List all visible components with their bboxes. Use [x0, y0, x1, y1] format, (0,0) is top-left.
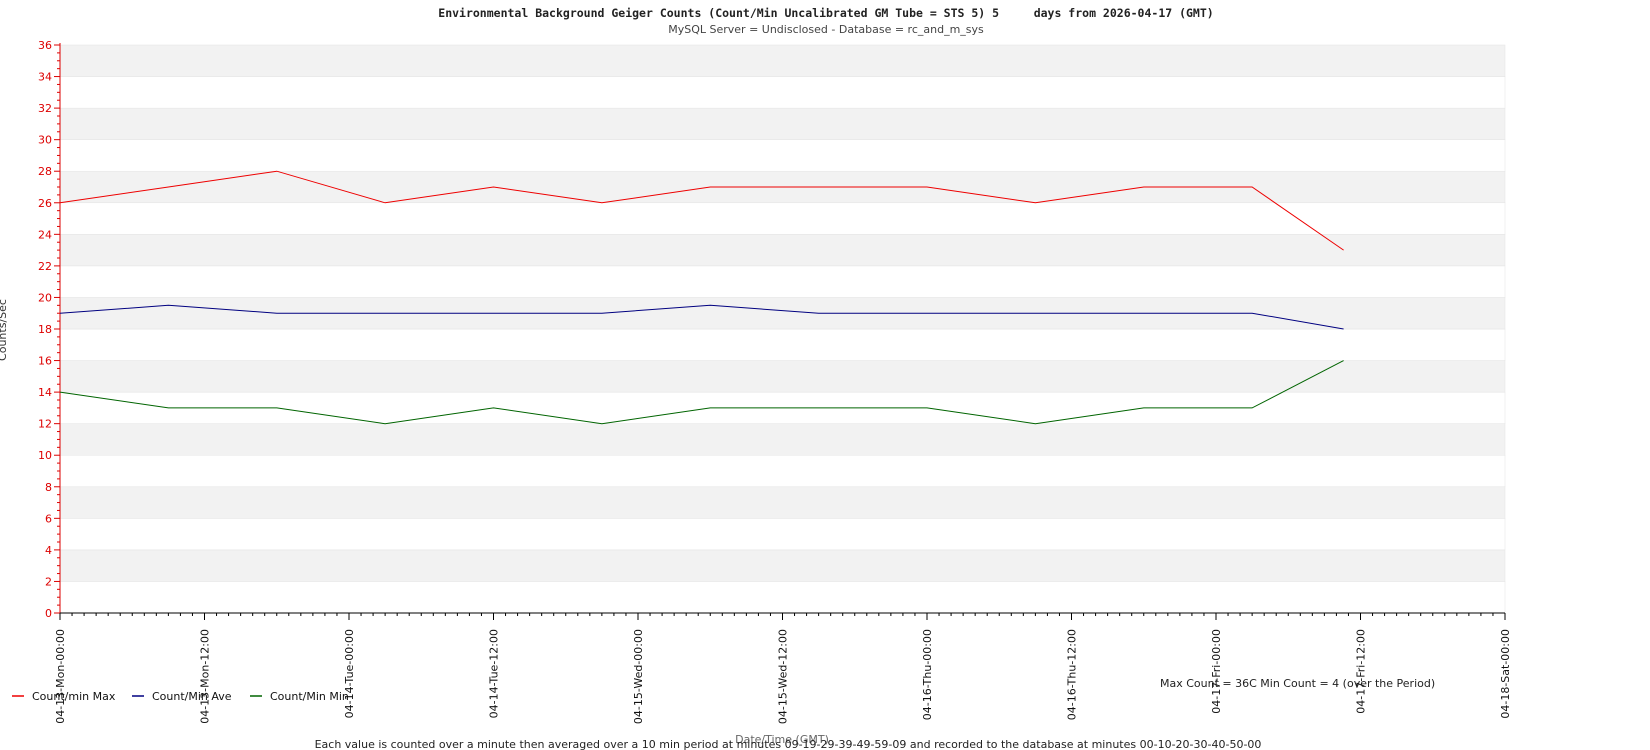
grid-band [59, 518, 1506, 551]
grid-band [59, 139, 1506, 172]
y-tick-label: 2 [45, 575, 52, 588]
y-tick-label: 16 [38, 355, 52, 368]
x-tick-label: 04-16-Thu-00:00 [921, 629, 934, 720]
grid-band [59, 581, 1506, 614]
x-tick-label: 04-14-Tue-12:00 [488, 629, 501, 718]
x-tick-label: 04-15-Wed-12:00 [777, 629, 790, 724]
series-line-min [59, 360, 1344, 425]
y-tick-label: 34 [38, 71, 52, 84]
grid-band [59, 234, 1506, 267]
x-tick-label: 04-17-Fri-12:00 [1355, 629, 1368, 714]
y-tick-label: 4 [45, 544, 52, 557]
x-tick-label: 04-16-Thu-12:00 [1066, 629, 1079, 720]
grid-band [59, 107, 1506, 140]
x-axis: 04-13-Mon-00:00 04-13-Mon-12:00 04-14-Tue-… [54, 612, 1512, 724]
legend-label-min: Count/Min Min [270, 690, 349, 703]
x-tick-label: 04-13-Mon-00:00 [54, 629, 67, 724]
x-tick-label: 04-18-Sat-00:00 [1499, 629, 1512, 719]
y-tick-label: 10 [38, 449, 52, 462]
grid-band [59, 423, 1506, 456]
y-tick-label: 20 [38, 291, 52, 304]
y-tick-label: 14 [38, 386, 52, 399]
y-tick-label: 0 [45, 607, 52, 620]
grid-band [59, 202, 1506, 235]
y-tick-label: 36 [38, 39, 52, 52]
y-tick-label: 18 [38, 323, 52, 336]
chart-subtitle: MySQL Server = Undisclosed - Database = … [668, 23, 984, 36]
y-tick-label: 24 [38, 228, 52, 241]
y-tick-label: 22 [38, 260, 52, 273]
series-line-max [59, 170, 1344, 251]
grid-band [59, 44, 1506, 77]
footnote: Each value is counted over a minute then… [315, 738, 1262, 750]
legend: Count/min Max Count/Min Ave Count/Min Min [12, 690, 349, 703]
series-line-ave [59, 304, 1344, 330]
grid-band [59, 265, 1506, 298]
x-tick-label: 04-17-Fri-00:00 [1210, 629, 1223, 714]
x-axis-label: Date/Time (GMT) [735, 733, 829, 746]
x-tick-label: 04-15-Wed-00:00 [632, 629, 645, 724]
y-tick-label: 8 [45, 481, 52, 494]
x-tick-label: 04-14-Tue-00:00 [343, 629, 356, 718]
grid-band [59, 360, 1506, 393]
y-tick-label: 30 [38, 134, 52, 147]
y-tick-label: 12 [38, 418, 52, 431]
grid-band [59, 76, 1506, 109]
x-tick-label: 04-13-Mon-12:00 [199, 629, 212, 724]
y-tick-label: 32 [38, 102, 52, 115]
grid-band [59, 486, 1506, 519]
grid-band [59, 549, 1506, 582]
y-axis-label: Counts/Sec [0, 299, 9, 361]
y-tick-label: 28 [38, 165, 52, 178]
grid-band [59, 328, 1506, 361]
y-tick-label: 26 [38, 197, 52, 210]
legend-label-ave: Count/Min Ave [152, 690, 232, 703]
chart-title: Environmental Background Geiger Counts (… [438, 6, 1213, 20]
legend-label-max: Count/min Max [32, 690, 116, 703]
stats-text: Max Count = 36C Min Count = 4 (over the … [1160, 677, 1435, 690]
grid-bands [59, 44, 1506, 614]
grid-band [59, 454, 1506, 488]
y-tick-label: 6 [45, 512, 52, 525]
series-group [59, 170, 1344, 425]
